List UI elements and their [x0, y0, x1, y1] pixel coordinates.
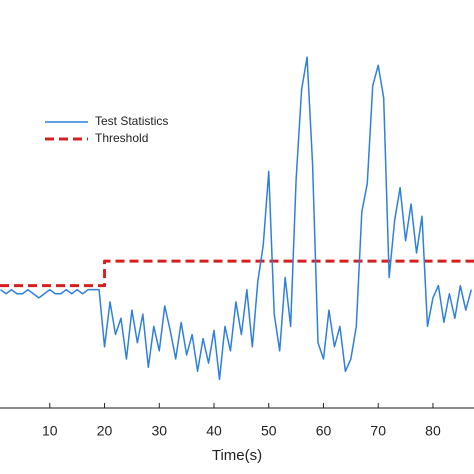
legend-label: Test Statistics [95, 114, 168, 128]
x-tick-label: 50 [261, 423, 277, 439]
x-tick-label: 60 [316, 423, 332, 439]
x-tick-label: 40 [206, 423, 222, 439]
x-tick-label: 70 [370, 423, 386, 439]
data-line [0, 56, 472, 381]
x-tick-label: 30 [151, 423, 167, 439]
x-axis-label: Time(s) [212, 447, 262, 464]
threshold-line [0, 259, 474, 288]
x-tick-label: 20 [97, 423, 113, 439]
legend-label: Threshold [95, 131, 148, 145]
x-tick-label: 80 [425, 423, 441, 439]
x-tick-label: 10 [42, 423, 58, 439]
